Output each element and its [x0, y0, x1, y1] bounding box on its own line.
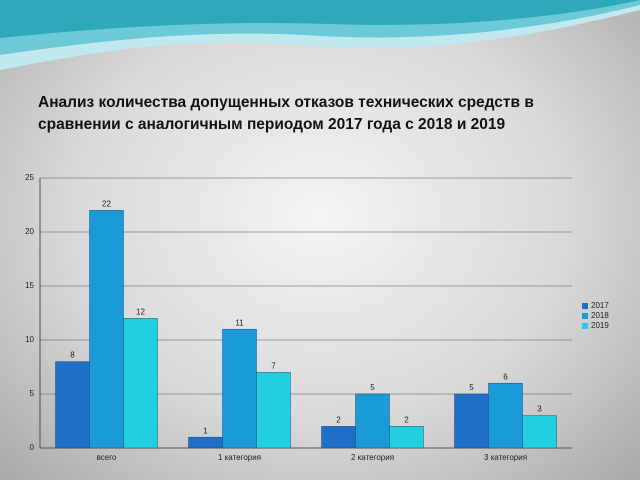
bar	[256, 372, 291, 449]
data-label: 2	[336, 416, 341, 425]
bar	[454, 393, 489, 449]
bar	[123, 318, 158, 449]
bar	[89, 210, 124, 449]
legend-label: 2017	[591, 301, 609, 310]
bar	[355, 393, 390, 449]
bar	[488, 382, 523, 449]
y-tick-label: 0	[30, 443, 35, 452]
data-label: 2	[404, 416, 409, 425]
y-tick-label: 20	[25, 227, 34, 236]
bar	[222, 328, 257, 449]
chart-title: Анализ количества допущенных отказов тех…	[38, 94, 534, 133]
decoration	[0, 0, 640, 70]
data-label: 5	[469, 383, 474, 392]
data-label: 12	[136, 308, 145, 317]
bar	[55, 361, 90, 449]
data-label: 6	[503, 372, 508, 381]
y-tick-label: 10	[25, 335, 34, 344]
x-tick-label: 3 категория	[484, 453, 527, 462]
x-tick-label: 2 категория	[351, 453, 394, 462]
data-label: 11	[235, 318, 244, 327]
bar	[321, 426, 356, 449]
data-label: 8	[70, 351, 75, 360]
legend-label: 2018	[591, 311, 609, 320]
legend-swatch	[582, 303, 588, 309]
bar	[188, 436, 223, 449]
y-tick-label: 25	[25, 173, 34, 182]
y-tick-label: 5	[30, 389, 35, 398]
legend-swatch	[582, 323, 588, 329]
data-label: 3	[537, 405, 542, 414]
bar	[522, 415, 557, 449]
data-label: 7	[271, 362, 276, 371]
legend-label: 2019	[591, 321, 609, 330]
x-tick-label: всего	[97, 453, 117, 462]
data-label: 5	[370, 383, 375, 392]
y-tick-label: 15	[25, 281, 34, 290]
bar	[389, 426, 424, 449]
data-label: 1	[203, 426, 208, 435]
data-label: 22	[102, 200, 111, 209]
x-tick-label: 1 категория	[218, 453, 261, 462]
legend-swatch	[582, 313, 588, 319]
